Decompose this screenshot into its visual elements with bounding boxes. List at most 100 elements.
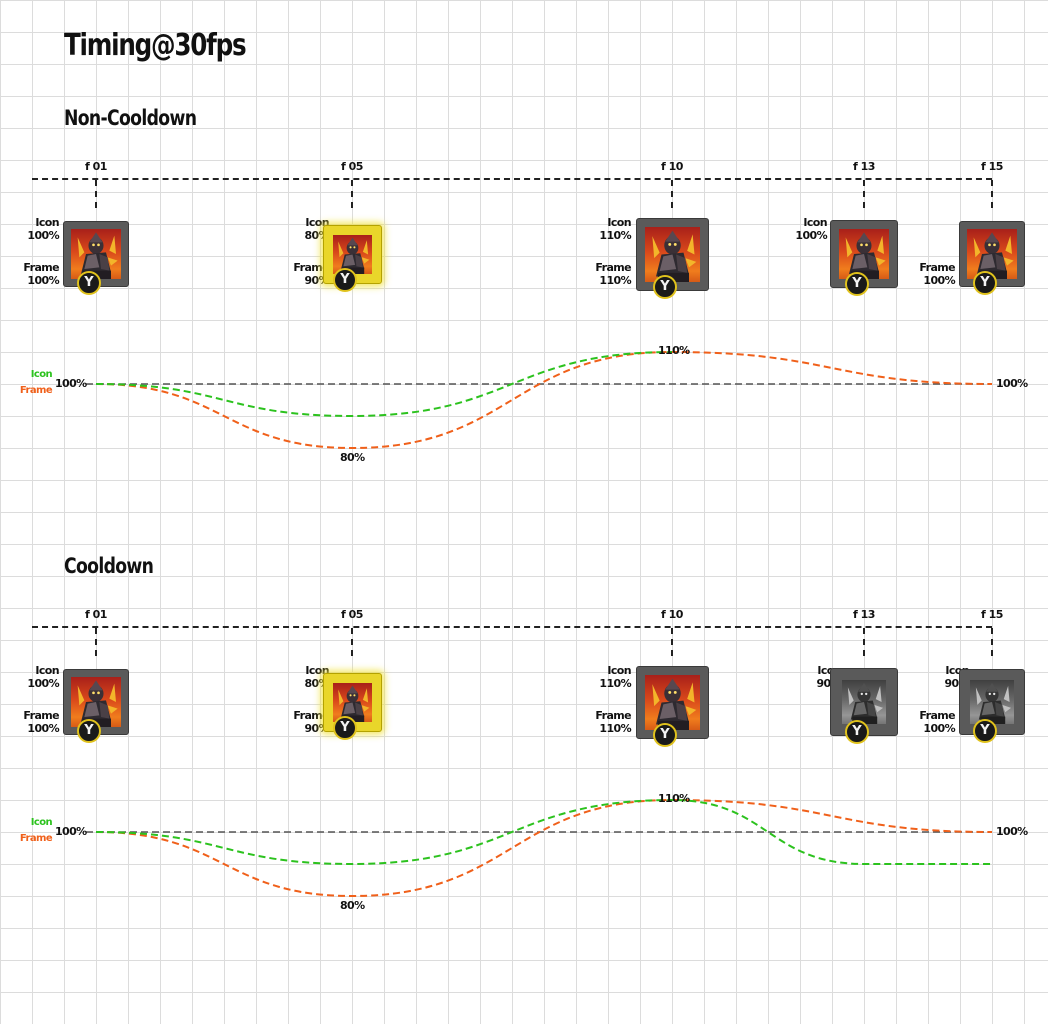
frame-label: f 05 (341, 160, 363, 173)
warrior-icon (644, 674, 700, 730)
icon-scale-title: Icon (607, 664, 631, 677)
ability-icon-frame (63, 221, 129, 287)
frame-scale-label: Frame 100% (0, 261, 59, 287)
ability-icon-frame (959, 669, 1025, 735)
frame-scale-title: Frame (595, 261, 631, 274)
warrior-icon (967, 229, 1017, 279)
frame-scale-curve (95, 350, 993, 450)
frame-scale-value: 100% (923, 274, 955, 287)
y-button-icon: Y (973, 719, 997, 743)
y-button-icon: Y (845, 720, 869, 744)
icon-scale-label: Icon 110% (571, 664, 631, 690)
icon-scale-value: 100% (27, 229, 59, 242)
legend-frame-label: Frame (19, 833, 53, 844)
frame-tick (863, 628, 865, 656)
frame-scale-label: Frame 110% (571, 709, 631, 735)
icon-scale-value: 110% (599, 677, 631, 690)
frame-label: f 13 (853, 608, 875, 621)
warrior-icon (332, 234, 372, 274)
icon-scale-label: Icon 100% (767, 216, 827, 242)
icon-scale-title: Icon (305, 664, 329, 677)
scale-graph (86, 350, 993, 450)
y-button-icon: Y (333, 267, 357, 292)
frame-tick (863, 180, 865, 208)
start-percent-label: 100% (55, 377, 87, 390)
frame-scale-label: Frame 100% (0, 709, 59, 735)
icon-scale-label: Icon 100% (0, 664, 59, 690)
frame-tick (991, 180, 993, 208)
frame-scale-curve (95, 798, 993, 898)
warrior-icon (970, 680, 1014, 724)
icon-scale-value: 100% (27, 677, 59, 690)
frame-tick (95, 628, 97, 656)
icon-scale-value: 100% (795, 229, 827, 242)
legend-frame-label: Frame (19, 385, 53, 396)
icon-scale-value: 80% (304, 677, 329, 690)
frame-scale-title: Frame (23, 709, 59, 722)
timeline-line (32, 178, 992, 180)
y-button-icon: Y (653, 722, 677, 747)
frame-scale-title: Frame (293, 709, 329, 722)
frame-scale-label: Frame 90% (269, 709, 329, 735)
icon-scale-curve (95, 798, 992, 866)
frame-scale-label: Frame 110% (571, 261, 631, 287)
frame-tick (95, 180, 97, 208)
frame-tick (351, 628, 353, 656)
y-button-icon: Y (845, 272, 869, 296)
y-button-icon: Y (973, 271, 997, 295)
warrior-icon (332, 682, 372, 722)
frame-label: f 15 (981, 160, 1003, 173)
frame-scale-title: Frame (595, 709, 631, 722)
frame-label: f 05 (341, 608, 363, 621)
frame-label: f 10 (661, 608, 683, 621)
frame-scale-title: Frame (23, 261, 59, 274)
peak-percent-label: 110% (658, 792, 690, 805)
icon-scale-label: Icon 80% (269, 216, 329, 242)
warrior-icon (839, 229, 889, 279)
icon-scale-title: Icon (35, 664, 59, 677)
warrior-icon (842, 680, 886, 724)
frame-scale-label: Frame 90% (269, 261, 329, 287)
frame-scale-title: Frame (919, 261, 955, 274)
frame-scale-value: 110% (599, 274, 631, 287)
frame-scale-label: Frame 100% (895, 709, 955, 735)
frame-scale-title: Frame (919, 709, 955, 722)
y-button-icon: Y (77, 271, 101, 295)
frame-label: f 01 (85, 160, 107, 173)
icon-scale-curve (95, 351, 673, 418)
frame-scale-value: 100% (923, 722, 955, 735)
page-title: Timing@30fps (64, 28, 247, 63)
legend-icon-label: Icon (30, 817, 53, 828)
frame-scale-value: 90% (304, 274, 329, 287)
low-percent-label: 80% (340, 899, 365, 912)
icon-scale-title: Icon (607, 216, 631, 229)
frame-tick (351, 180, 353, 208)
icon-scale-title: Icon (305, 216, 329, 229)
frame-scale-label: Frame 100% (895, 261, 955, 287)
warrior-icon (71, 229, 121, 279)
icon-scale-value: 110% (599, 229, 631, 242)
icon-scale-title: Icon (803, 216, 827, 229)
icon-scale-title: Icon (35, 216, 59, 229)
frame-label: f 01 (85, 608, 107, 621)
icon-scale-value: 80% (304, 229, 329, 242)
low-percent-label: 80% (340, 451, 365, 464)
end-percent-label: 100% (996, 377, 1028, 390)
y-button-icon: Y (77, 719, 101, 743)
ability-icon-frame (322, 224, 382, 284)
frame-label: f 10 (661, 160, 683, 173)
timeline-line (32, 626, 992, 628)
section-title: Non-Cooldown (64, 106, 197, 130)
frame-scale-value: 100% (27, 722, 59, 735)
icon-scale-label: Icon 80% (269, 664, 329, 690)
ability-icon-frame (635, 217, 709, 291)
start-percent-label: 100% (55, 825, 87, 838)
section-title: Cooldown (64, 554, 154, 578)
frame-scale-value: 90% (304, 722, 329, 735)
warrior-icon (644, 226, 700, 282)
end-percent-label: 100% (996, 825, 1028, 838)
frame-scale-title: Frame (293, 261, 329, 274)
frame-tick (671, 628, 673, 656)
